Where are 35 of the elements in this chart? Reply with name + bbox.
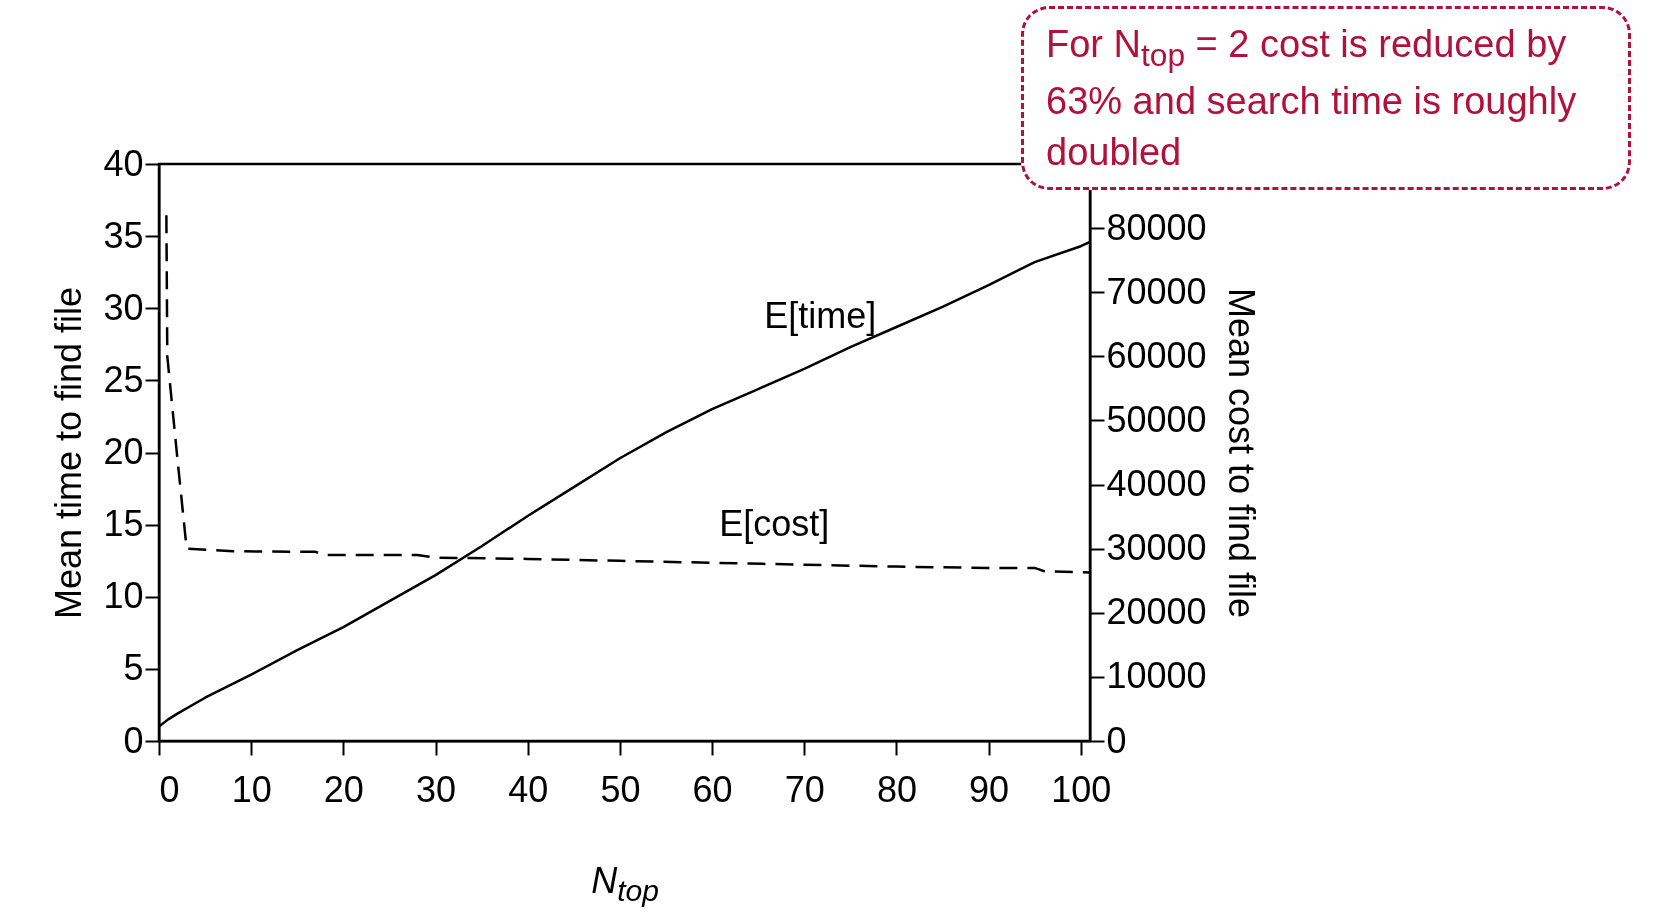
y-tick-label: 40: [103, 142, 144, 184]
x-tick-label: 50: [600, 768, 641, 810]
x-tick-label: 0: [159, 768, 180, 810]
x-tick-label: 30: [416, 768, 457, 810]
y-tick-label: 30: [103, 286, 144, 328]
y2-tick-label: 30000: [1106, 527, 1207, 569]
x-tick-label: 90: [969, 768, 1010, 810]
y-tick-label: 25: [103, 358, 144, 400]
x-tick-label: 60: [692, 768, 733, 810]
x-tick-label: 70: [784, 768, 825, 810]
y2-tick-label: 20000: [1106, 591, 1207, 633]
y2-tick-label: 60000: [1106, 334, 1207, 376]
y2-tick-label: 50000: [1106, 398, 1207, 440]
x-tick-label: 20: [323, 768, 364, 810]
y2-tick-label: 80000: [1106, 206, 1207, 248]
x-tick-label: 10: [231, 768, 272, 810]
series-label: E[cost]: [719, 502, 830, 544]
x-tick-label: 80: [876, 768, 917, 810]
y-tick-label: 10: [103, 575, 144, 617]
y2-axis-title: Mean cost to find file: [1220, 287, 1262, 619]
y-axis-title: Mean time to find file: [48, 286, 90, 620]
y2-tick-label: 70000: [1106, 270, 1207, 312]
y2-tick-label: 40000: [1106, 463, 1207, 505]
y-tick-label: 35: [103, 214, 144, 256]
y2-tick-label: 10000: [1106, 655, 1207, 697]
x-tick-label: 40: [508, 768, 549, 810]
y-tick-label: 20: [103, 431, 144, 472]
y2-tick-label: 0: [1106, 719, 1127, 761]
series-label: E[time]: [764, 295, 877, 337]
y-tick-label: 5: [123, 647, 144, 689]
annotation: For N$_{top}$ = 2 cost is reduced by 63% and search time is roughly doubled: [1021, 6, 1631, 190]
x-axis-title: N$_{top}$: [590, 860, 660, 909]
x-tick-label: 100: [1051, 768, 1112, 810]
y-tick-label: 15: [103, 503, 144, 545]
y-tick-label: 0: [123, 719, 144, 761]
